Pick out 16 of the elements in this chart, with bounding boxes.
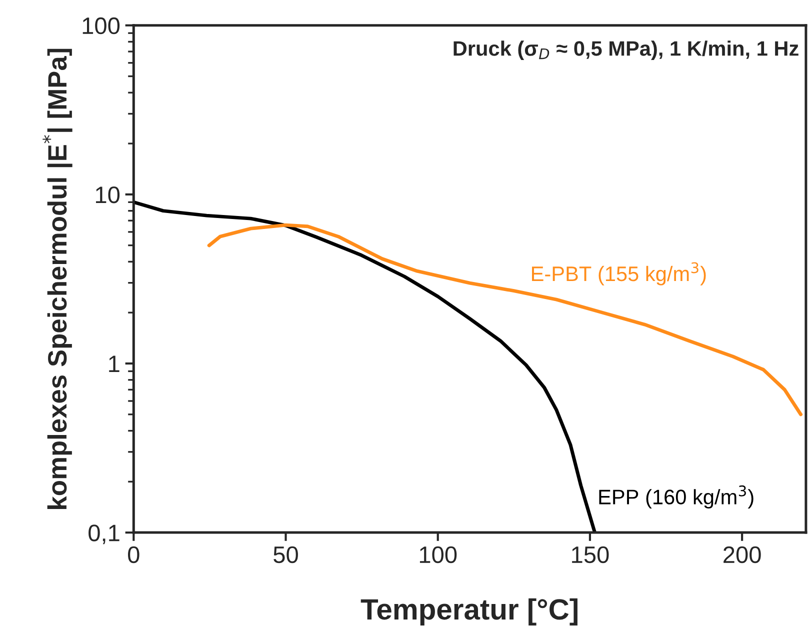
y-tick-label: 10 (96, 186, 120, 204)
y-tick-label: 100 (82, 17, 120, 34)
x-tick-label: 150 (572, 546, 609, 564)
series-label: EPP (160 kg/m$^{3}$) (599, 485, 754, 509)
y-axis-title: komplexes Speichermodul |E$^{*}$| [MPa] (42, 48, 72, 509)
annotation: Druck (σ$_{D}$ ≈ 0,5 MPa), 1 K/min, 1 Hz (454, 40, 798, 60)
x-tick-label: 200 (724, 546, 761, 564)
y-tick-label: 1 (109, 356, 120, 372)
x-tick-label: 0 (128, 546, 140, 564)
x-tick-label: 100 (420, 546, 457, 564)
line-series (134, 200, 597, 533)
y-tick-label: 0,1 (88, 524, 120, 544)
series-label: E-PBT (155 kg/m$^{3}$) (532, 262, 706, 286)
x-axis-title: Temperatur [°C] (360, 598, 578, 626)
line-series (207, 223, 803, 416)
x-tick-label: 50 (274, 546, 298, 564)
